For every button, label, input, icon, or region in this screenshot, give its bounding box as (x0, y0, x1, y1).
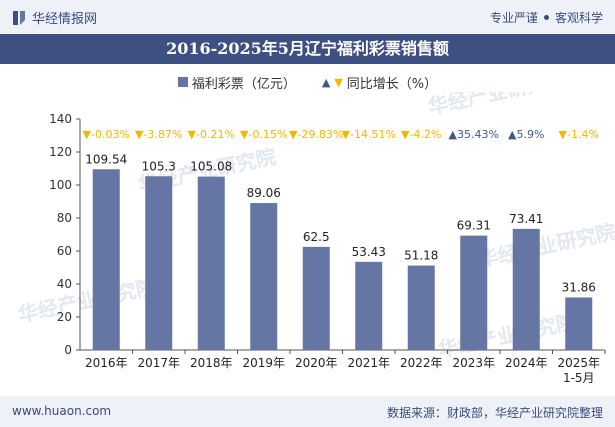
legend-label-sales: 福利彩票（亿元） (191, 76, 296, 92)
value-label-1: 105.3 (142, 159, 176, 173)
legend-item-growth: ▲ ▼ 同比增长（%） (322, 73, 437, 92)
watermark-3: 华经产业研究院 (16, 274, 158, 327)
watermark-2: 华经产业研究院 (476, 219, 615, 272)
category-label-7: 2023年 (452, 356, 495, 370)
category-label-9: 2025年 1-5月 (557, 356, 600, 385)
bar-4 (302, 246, 330, 350)
bar-3 (250, 203, 278, 350)
category-label-2: 2018年 (190, 356, 233, 370)
category-label-4: 2020年 (295, 356, 338, 370)
value-label-7: 69.31 (457, 219, 491, 233)
value-label-3: 89.06 (247, 186, 281, 200)
triangle-down-icon: ▼ (334, 75, 343, 89)
value-label-2: 105.08 (190, 160, 232, 174)
bar-5 (355, 261, 383, 350)
chart-legend: 福利彩票（亿元） ▲ ▼ 同比增长（%） (0, 72, 615, 92)
category-label-8: 2024年 (505, 356, 548, 370)
category-label-6: 2022年 (400, 356, 443, 370)
brand-logo-icon (13, 10, 25, 25)
category-label-0: 2016年 (85, 356, 128, 370)
category-label-1: 2017年 (137, 356, 180, 370)
category-label-3: 2019年 (242, 356, 285, 370)
growth-label-4: ▼-29.83% (289, 128, 343, 141)
legend-item-sales: 福利彩票（亿元） (177, 73, 296, 92)
y-tick-label-7: 140 (49, 112, 72, 126)
growth-label-6: ▼-4.2% (401, 128, 441, 141)
y-tick-label-2: 40 (57, 277, 72, 291)
growth-label-5: ▼-14.51% (342, 128, 396, 141)
y-tick-label-6: 120 (49, 145, 72, 159)
growth-label-8: ▲5.9% (508, 128, 544, 141)
y-tick-label-1: 20 (57, 310, 72, 324)
triangle-up-icon: ▲ (321, 75, 331, 89)
value-label-6: 51.18 (404, 249, 438, 263)
y-tick-label-4: 80 (57, 211, 72, 225)
footer-source: 数据来源：财政部，华经产业研究院整理 (386, 406, 603, 420)
y-tick-label-3: 60 (57, 244, 72, 258)
category-label-5: 2021年 (347, 356, 390, 370)
top-bar: 华经情报网 专业严谨 客观科学 (0, 0, 615, 34)
footer: www.huaon.com 数据来源：财政部，华经产业研究院整理 (0, 396, 615, 427)
watermark-0: 华经产业研究院 (426, 92, 568, 119)
value-label-5: 53.43 (352, 245, 386, 259)
brand[interactable]: 华经情报网 (12, 8, 97, 27)
bar-1 (145, 176, 173, 350)
value-label-4: 62.5 (303, 230, 330, 244)
growth-label-3: ▼-0.15% (240, 128, 287, 141)
growth-label-2: ▼-0.21% (188, 128, 235, 141)
bar-8 (512, 228, 540, 350)
bar-7 (460, 235, 488, 350)
brand-name: 华经情报网 (32, 12, 98, 27)
tagline-2: 客观科学 (554, 11, 603, 25)
value-label-0: 109.54 (85, 152, 127, 166)
y-tick-label-0: 0 (64, 343, 72, 357)
growth-label-1: ▼-3.87% (135, 128, 182, 141)
value-label-8: 73.41 (509, 212, 543, 226)
separator-dot-icon (543, 15, 549, 20)
chart-title: 2016-2025年5月辽宁福利彩票销售额 (0, 34, 615, 64)
bar-chart: 华经产业研究院华经产业研究院华经产业研究院华经产业研究院华经产业研究院02040… (16, 92, 615, 385)
growth-label-7: ▲35.43% (449, 128, 499, 141)
tagline-1: 专业严谨 (489, 11, 538, 25)
watermark-4: 华经产业研究院 (436, 309, 578, 362)
growth-label-0: ▼-0.03% (83, 128, 130, 141)
growth-label-9: ▼-1.4% (559, 128, 599, 141)
bar-2 (197, 176, 225, 350)
bar-9 (565, 297, 593, 350)
legend-label-growth: 同比增长（%） (346, 76, 438, 92)
bar-0 (92, 169, 120, 350)
legend-bar-swatch-icon (177, 77, 188, 87)
value-label-9: 31.86 (562, 280, 596, 294)
y-tick-label-5: 100 (49, 178, 72, 192)
bar-6 (407, 265, 435, 350)
footer-site[interactable]: www.huaon.com (12, 404, 112, 418)
tagline: 专业严谨 客观科学 (490, 9, 603, 26)
